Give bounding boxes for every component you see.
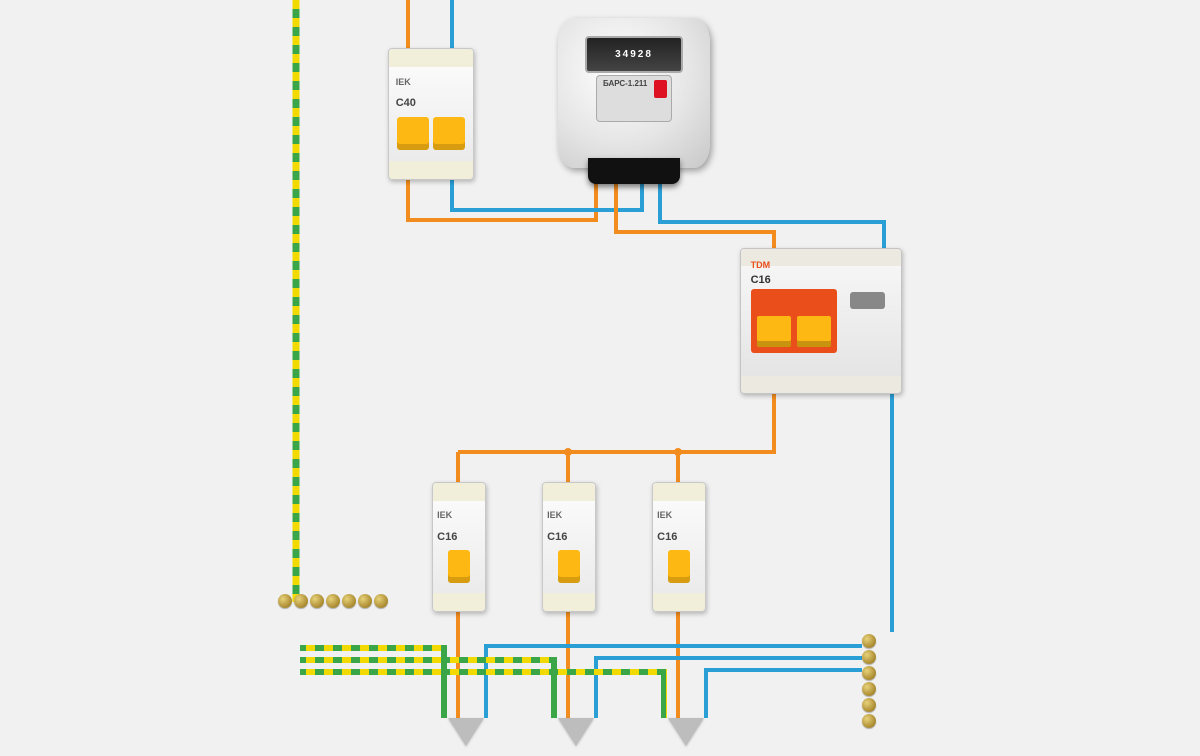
wire-rcbo-out-l — [458, 392, 774, 452]
cb3-brand: IEK — [657, 511, 672, 520]
electricity-meter: 34928 БАРС-1.211 — [558, 18, 710, 168]
main-breaker-brand: IEK — [396, 78, 411, 87]
load-arrow-3 — [668, 718, 704, 746]
cb3-rating: C16 — [657, 532, 677, 543]
wire-pe-drop2 — [300, 660, 554, 718]
meter-model: БАРС-1.211 — [603, 80, 647, 88]
neutral-busbar — [862, 634, 876, 728]
rcbo: TDM C16 — [740, 248, 902, 394]
main-breaker-rating: C40 — [396, 98, 416, 109]
wire-n-drop3 — [706, 670, 862, 718]
load-arrow-1 — [448, 718, 484, 746]
meter-reading: 34928 — [585, 36, 682, 73]
load-arrow-2 — [558, 718, 594, 746]
group-breaker-2: IEK C16 — [542, 482, 596, 612]
group-breaker-1: IEK C16 — [432, 482, 486, 612]
main-breaker: IEK C40 — [388, 48, 474, 180]
cb2-rating: C16 — [547, 532, 567, 543]
wire-n-drop2 — [596, 658, 862, 718]
cb1-rating: C16 — [437, 532, 457, 543]
rcbo-brand: TDM — [751, 261, 771, 270]
group-breaker-3: IEK C16 — [652, 482, 706, 612]
rcbo-test-button — [850, 292, 885, 309]
rcbo-rating: C16 — [751, 275, 771, 286]
cb1-brand: IEK — [437, 511, 452, 520]
pe-busbar — [278, 594, 388, 608]
wiring-diagram: IEK C40 34928 БАРС-1.211 TDM C16 IEK C16… — [0, 0, 1200, 756]
cb2-brand: IEK — [547, 511, 562, 520]
wire-pe-drop3 — [300, 672, 664, 718]
